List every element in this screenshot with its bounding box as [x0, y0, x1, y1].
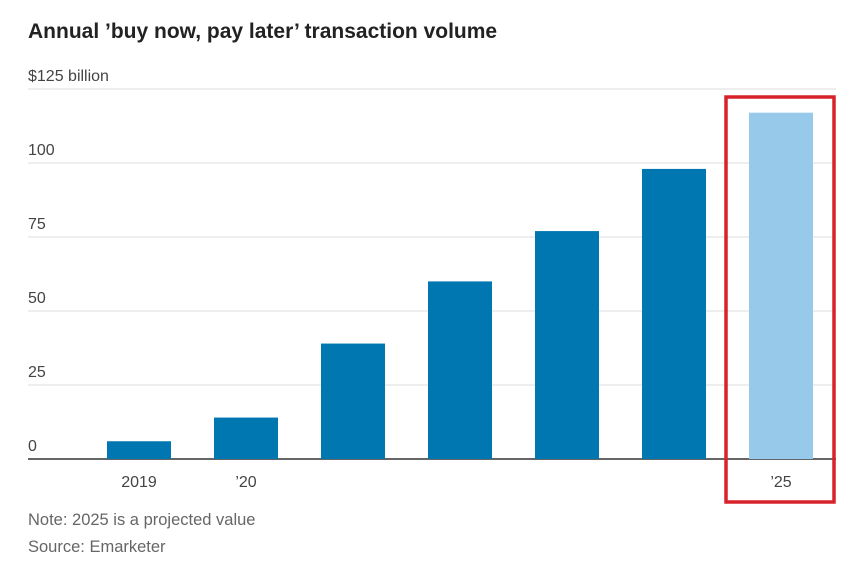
x-axis-ticks: 2019 ’20 ’25: [121, 474, 792, 491]
y-tick-label-125: $125 billion: [28, 68, 109, 85]
bars: [107, 112, 813, 460]
bar-2022: [428, 281, 492, 459]
x-tick-label-2025: ’25: [770, 474, 791, 491]
y-tick-label-75: 75: [28, 216, 46, 233]
x-tick-label-2020: ’20: [235, 474, 256, 491]
bar-2020: [214, 417, 278, 459]
y-axis-ticks: 0 25 50 75 100 $125 billion: [28, 68, 109, 455]
y-tick-label-100: 100: [28, 142, 55, 159]
highlight-box: [724, 95, 836, 504]
chart-title: Annual ’buy now, pay later’ transaction …: [28, 20, 498, 43]
y-tick-label-25: 25: [28, 364, 46, 381]
bar-2025: [749, 112, 813, 460]
y-tick-label-0: 0: [28, 438, 37, 455]
bar-2023: [535, 231, 599, 459]
chart-note: Note: 2025 is a projected value: [28, 511, 256, 529]
x-tick-label-2019: 2019: [121, 474, 157, 491]
highlight-box-layer: [724, 95, 836, 504]
bar-2021: [321, 343, 385, 459]
chart-source: Source: Emarketer: [28, 538, 166, 556]
y-tick-label-50: 50: [28, 290, 46, 307]
bar-2019: [107, 441, 171, 459]
bar-2024: [642, 168, 706, 460]
